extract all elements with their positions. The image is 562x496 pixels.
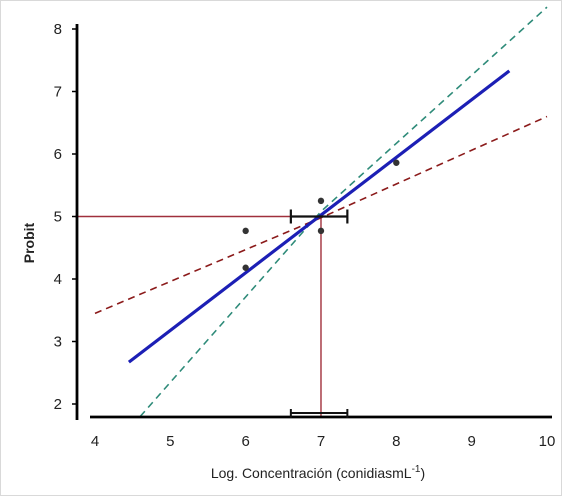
y-tick-label-3: 3 (54, 334, 62, 351)
x-tick-label-9: 9 (467, 433, 475, 450)
x-tick-label-6: 6 (241, 433, 249, 450)
y-tick-label-6: 6 (54, 146, 62, 163)
y-axis-title: Probit (21, 222, 37, 263)
x-axis-title: Log. Concentración (conidiasmL-1) (211, 464, 425, 481)
y-tick-label-8: 8 (54, 21, 62, 38)
confidence-upper-line (139, 6, 548, 418)
data-point-2 (242, 264, 249, 271)
data-point-1 (242, 227, 249, 235)
y-tick-label-7: 7 (54, 84, 62, 101)
x-tick-label-4: 4 (91, 433, 99, 450)
data-point-3 (317, 197, 325, 205)
x-tick-label-8: 8 (392, 433, 400, 450)
tick-layer: 2 3 4 5 6 7 8 4 5 6 7 8 9 10 (54, 21, 556, 450)
y-tick-label-2: 2 (54, 396, 62, 413)
x-tick-label-7: 7 (317, 433, 325, 450)
y-tick-label-5: 5 (54, 209, 62, 226)
y-tick-label-4: 4 (54, 271, 62, 288)
x-axis-title-sup: -1 (412, 464, 421, 475)
axes-layer (72, 24, 552, 420)
x-axis-title-suffix: ) (421, 465, 426, 481)
data-point-5 (393, 159, 400, 166)
series-layer (75, 6, 548, 418)
x-tick-label-10: 10 (539, 433, 556, 450)
x-tick-label-5: 5 (166, 433, 174, 450)
confidence-lower-line (94, 115, 548, 315)
x-axis-title-main: Log. Concentración (conidiasmL (211, 465, 412, 481)
data-point-4 (317, 227, 325, 235)
